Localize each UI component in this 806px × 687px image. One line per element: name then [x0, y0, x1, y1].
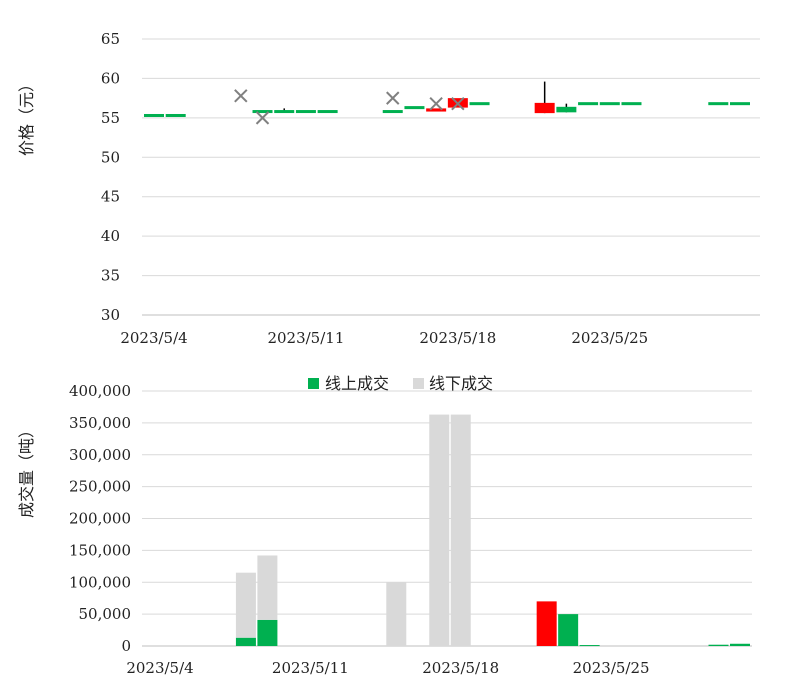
volume-y-tick-label: 150,000 [69, 541, 131, 559]
volume-chart: 0 50,000 100,000 150,000 200,000 250,000 300,0… [17, 374, 752, 677]
price-x-tick-label: 2023/5/18 [419, 329, 496, 347]
volume-bar-online [558, 614, 579, 646]
price-candle [708, 102, 729, 106]
price-candle [295, 110, 316, 114]
price-y-tick-label: 65 [101, 30, 120, 48]
volume-bar-online [579, 645, 600, 647]
volume-legend: 线上成交 线下成交 [308, 374, 493, 393]
price-x-tick-label: 2023/5/4 [120, 329, 187, 347]
price-candle [404, 106, 425, 110]
price-candle [274, 110, 295, 114]
volume-y-axis-label: 成交量（吨） [17, 422, 36, 518]
price-candle [317, 110, 338, 114]
price-y-tick-label: 55 [101, 109, 120, 127]
volume-x-tick-labels: 2023/5/4 2023/5/11 2023/5/18 2023/5/25 [126, 659, 649, 677]
volume-y-tick-label: 50,000 [79, 605, 132, 623]
volume-bar-offline [450, 414, 471, 646]
volume-bar-offline [235, 572, 256, 638]
volume-bar-online [257, 619, 278, 646]
price-y-tick-label: 50 [101, 148, 120, 166]
price-candle [252, 110, 273, 114]
price-candle [469, 102, 490, 106]
legend-swatch-offline [413, 378, 424, 389]
legend-label-offline: 线下成交 [429, 374, 493, 393]
price-gridlines [142, 38, 760, 316]
price-candle [426, 108, 447, 112]
price-y-tick-label: 60 [101, 69, 120, 87]
price-candle [382, 110, 403, 114]
price-marker [234, 89, 248, 103]
volume-bar-online [730, 643, 750, 646]
volume-y-tick-label: 400,000 [69, 382, 131, 400]
volume-y-tick-label: 350,000 [69, 414, 131, 432]
price-marker-stroke [386, 91, 400, 105]
price-marker-stroke [451, 96, 465, 111]
volume-y-tick-label: 300,000 [69, 446, 131, 464]
price-x-tick-label: 2023/5/25 [571, 329, 648, 347]
price-x-tick-label: 2023/5/11 [267, 329, 344, 347]
volume-bar-offline [386, 582, 407, 646]
volume-x-tick-label: 2023/5/25 [573, 659, 650, 677]
volume-y-tick-label: 250,000 [69, 478, 131, 496]
volume-y-tick-labels: 0 50,000 100,000 150,000 200,000 250,000 300,0… [69, 382, 131, 655]
price-marker [451, 96, 465, 111]
price-y-tick-label: 30 [101, 306, 120, 324]
price-candle [599, 102, 620, 106]
price-candle [578, 102, 599, 106]
price-marker [255, 111, 270, 125]
price-marker-stroke [255, 111, 270, 125]
volume-x-tick-label: 2023/5/4 [126, 659, 193, 677]
price-y-tick-label: 45 [101, 188, 120, 206]
price-y-tick-label: 40 [101, 227, 120, 245]
price-candle [730, 102, 750, 106]
price-markers [234, 89, 465, 125]
price-marker [386, 91, 400, 105]
price-candle [556, 106, 577, 113]
price-candle [144, 113, 164, 117]
volume-bar-offline [429, 414, 450, 646]
volume-x-tick-label: 2023/5/18 [422, 659, 499, 677]
price-marker [429, 96, 443, 111]
price-candle [534, 102, 555, 114]
price-y-tick-label: 35 [101, 267, 120, 285]
price-marker-stroke [429, 96, 443, 111]
price-candle [621, 102, 642, 106]
price-candle [165, 113, 186, 117]
legend-swatch-online [308, 378, 319, 389]
price-x-tick-labels: 2023/5/4 2023/5/11 2023/5/18 2023/5/25 [120, 329, 648, 347]
price-marker-stroke [234, 89, 248, 103]
volume-y-tick-label: 100,000 [69, 573, 131, 591]
volume-bar-offline [257, 555, 278, 620]
volume-bars [235, 414, 750, 647]
volume-y-tick-label: 0 [121, 637, 131, 655]
volume-y-tick-label: 200,000 [69, 510, 131, 528]
volume-bar-online [235, 637, 256, 646]
volume-x-tick-label: 2023/5/11 [272, 659, 349, 677]
legend-label-online: 线上成交 [325, 374, 389, 393]
price-y-axis-label: 价格（元） [17, 76, 36, 156]
price-candles [144, 81, 750, 117]
volume-bar-online [708, 644, 729, 646]
price-y-tick-labels: 30 35 40 45 50 55 60 65 [101, 30, 120, 324]
volume-bar-online [536, 601, 557, 646]
